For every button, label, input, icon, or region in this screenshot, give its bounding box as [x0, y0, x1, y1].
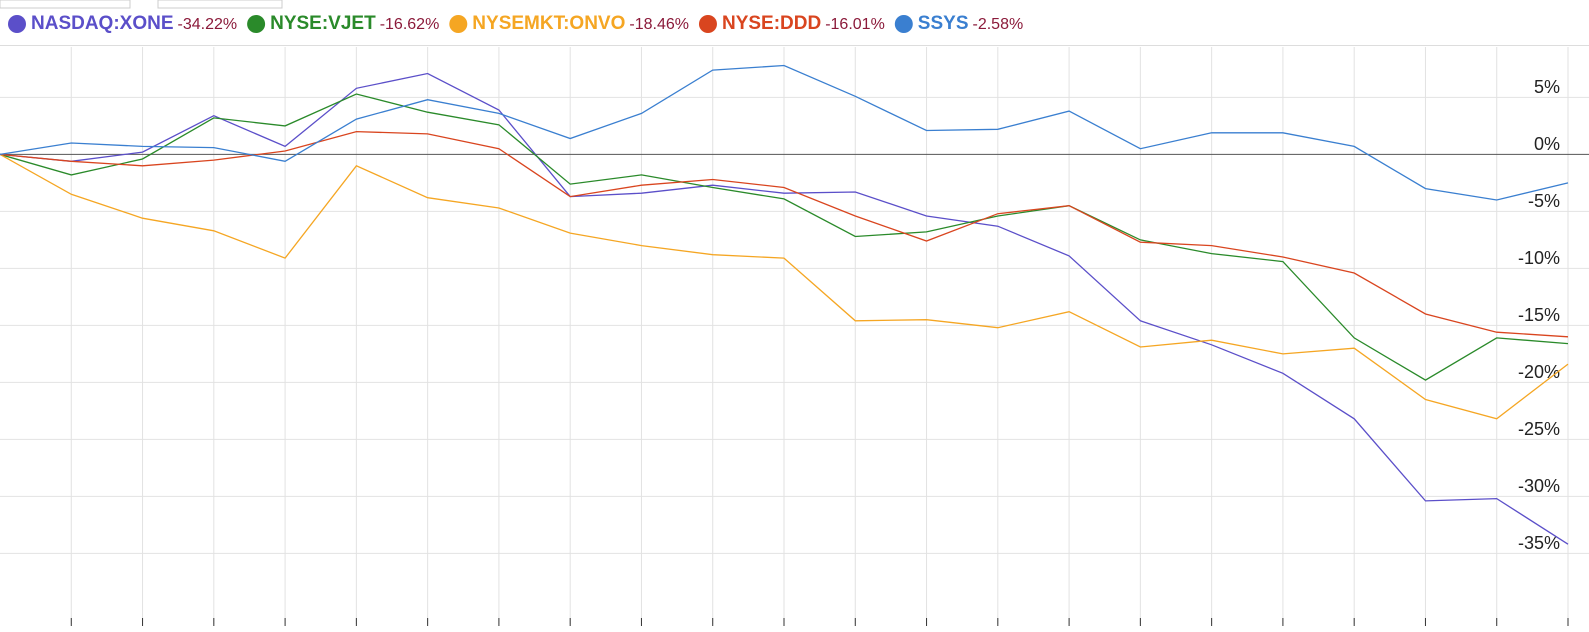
legend-name: SSYS — [918, 13, 969, 34]
y-tick-label: 5% — [1534, 77, 1560, 97]
legend-marker — [8, 15, 26, 33]
series-line — [0, 64, 1569, 201]
legend-change: -16.01% — [825, 16, 885, 33]
legend-marker — [698, 15, 717, 33]
legend-name: NASDAQ:XONE — [31, 13, 174, 34]
series-line — [0, 72, 1569, 545]
legend-change: -16.62% — [380, 16, 440, 33]
y-tick-label: -35% — [1518, 533, 1560, 553]
y-tick-label: -15% — [1518, 305, 1560, 325]
legend-change: -34.22% — [178, 16, 238, 33]
y-tick-label: -5% — [1528, 191, 1560, 211]
series-line — [0, 93, 1569, 381]
legend-marker — [449, 15, 468, 33]
series-line — [0, 130, 1569, 338]
y-tick-label: 0% — [1534, 134, 1560, 154]
legend-change: -2.58% — [973, 16, 1024, 33]
ui-box — [0, 0, 131, 9]
legend-marker — [247, 15, 266, 33]
legend-change: -18.46% — [629, 16, 689, 33]
y-tick-label: -10% — [1518, 248, 1560, 268]
legend-name: NYSEMKT:ONVO — [472, 13, 625, 34]
legend-marker — [894, 15, 913, 33]
series-line — [0, 153, 1569, 420]
y-tick-label: -25% — [1518, 419, 1560, 439]
legend-name: NYSE:DDD — [722, 13, 821, 34]
y-tick-label: -20% — [1518, 362, 1560, 382]
ui-box — [157, 0, 283, 9]
y-tick-label: -30% — [1518, 476, 1560, 496]
legend-name: NYSE:VJET — [270, 13, 376, 34]
